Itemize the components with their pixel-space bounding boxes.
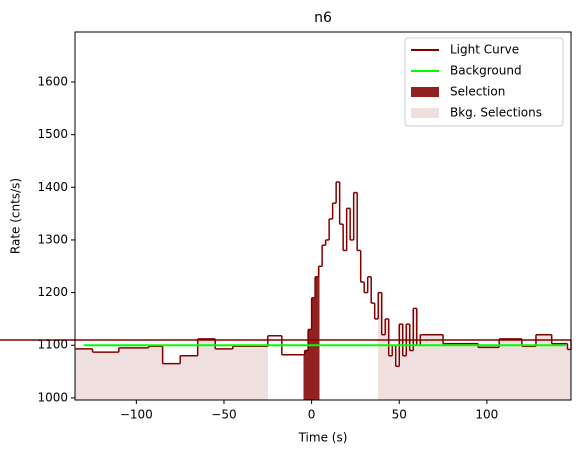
x-tick-label: 100 (475, 408, 498, 422)
x-tick-label: 0 (308, 408, 316, 422)
bkg-selection-fill (92, 352, 119, 400)
x-tick-label: −100 (120, 408, 153, 422)
bkg-selection-fill (197, 338, 216, 400)
chart-title: n6 (314, 10, 332, 26)
axes-frame (74, 31, 572, 401)
bkg-selection-fill (232, 346, 268, 400)
bkg-selection-fill (75, 348, 93, 400)
bkg-selection-fill (395, 366, 400, 400)
bkg-selection-fill (180, 355, 198, 400)
y-tick-label: 1400 (37, 180, 68, 194)
selection-fill (318, 266, 320, 400)
legend-label: Selection (450, 85, 505, 99)
bkg-selection-fill (499, 338, 522, 400)
bkg-selection-fill (409, 350, 414, 400)
x-axis-label: Time (s) (298, 431, 348, 445)
bkg-selection-fill (416, 345, 421, 400)
legend-label: Light Curve (450, 43, 519, 57)
bkg-selection-fill (399, 324, 403, 400)
y-tick-label: 1500 (37, 127, 68, 141)
legend-swatch (411, 108, 439, 118)
bkg-selection-fill (521, 346, 536, 400)
bkg-selection-fill (551, 343, 568, 400)
x-tick-label: 50 (392, 408, 407, 422)
bkg-selection-fill (443, 343, 479, 400)
y-tick-label: 1600 (37, 75, 68, 89)
bkg-selection-fill (420, 334, 444, 400)
bkg-selection-fill (478, 347, 500, 400)
selection-fill (311, 297, 316, 400)
bkg-selection-fill (215, 348, 233, 400)
bkg-selection-fill (388, 355, 393, 400)
bkg-selection-fill (378, 292, 382, 400)
selection-fill (315, 276, 319, 400)
selection-fill (304, 350, 309, 400)
bkg-selection-fill (162, 363, 181, 400)
selection-fill (308, 329, 312, 400)
bkg-selection-fill (402, 355, 407, 400)
selection-fill (303, 354, 305, 400)
x-tick-label: −50 (211, 408, 236, 422)
legend-swatch (411, 87, 439, 97)
bkg-selection-fill (535, 334, 552, 400)
bkg-selection-fill (406, 324, 410, 400)
bkg-selection-fill (392, 345, 396, 400)
y-tick-label: 1000 (37, 390, 68, 404)
legend-label: Bkg. Selections (450, 106, 542, 120)
bkg-selection-fill (413, 308, 417, 400)
bkg-selection-fill (567, 349, 571, 400)
bkg-selection-fill (148, 346, 163, 400)
legend-box (404, 37, 564, 127)
bkg-selection-fill (385, 318, 389, 400)
legend-label: Background (450, 64, 522, 78)
y-axis-label: Rate (cnts/s) (9, 178, 23, 254)
bkg-selection-fill (381, 334, 386, 400)
y-tick-label: 1300 (37, 232, 68, 246)
bkg-selection-fill (118, 347, 149, 400)
y-tick-label: 1200 (37, 285, 68, 299)
y-tick-label: 1100 (37, 338, 68, 352)
